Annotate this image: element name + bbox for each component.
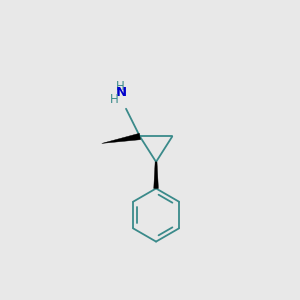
Text: H: H [110,93,118,106]
Polygon shape [102,133,140,143]
Text: H: H [116,80,125,93]
Text: N: N [116,86,127,99]
Polygon shape [154,162,158,188]
